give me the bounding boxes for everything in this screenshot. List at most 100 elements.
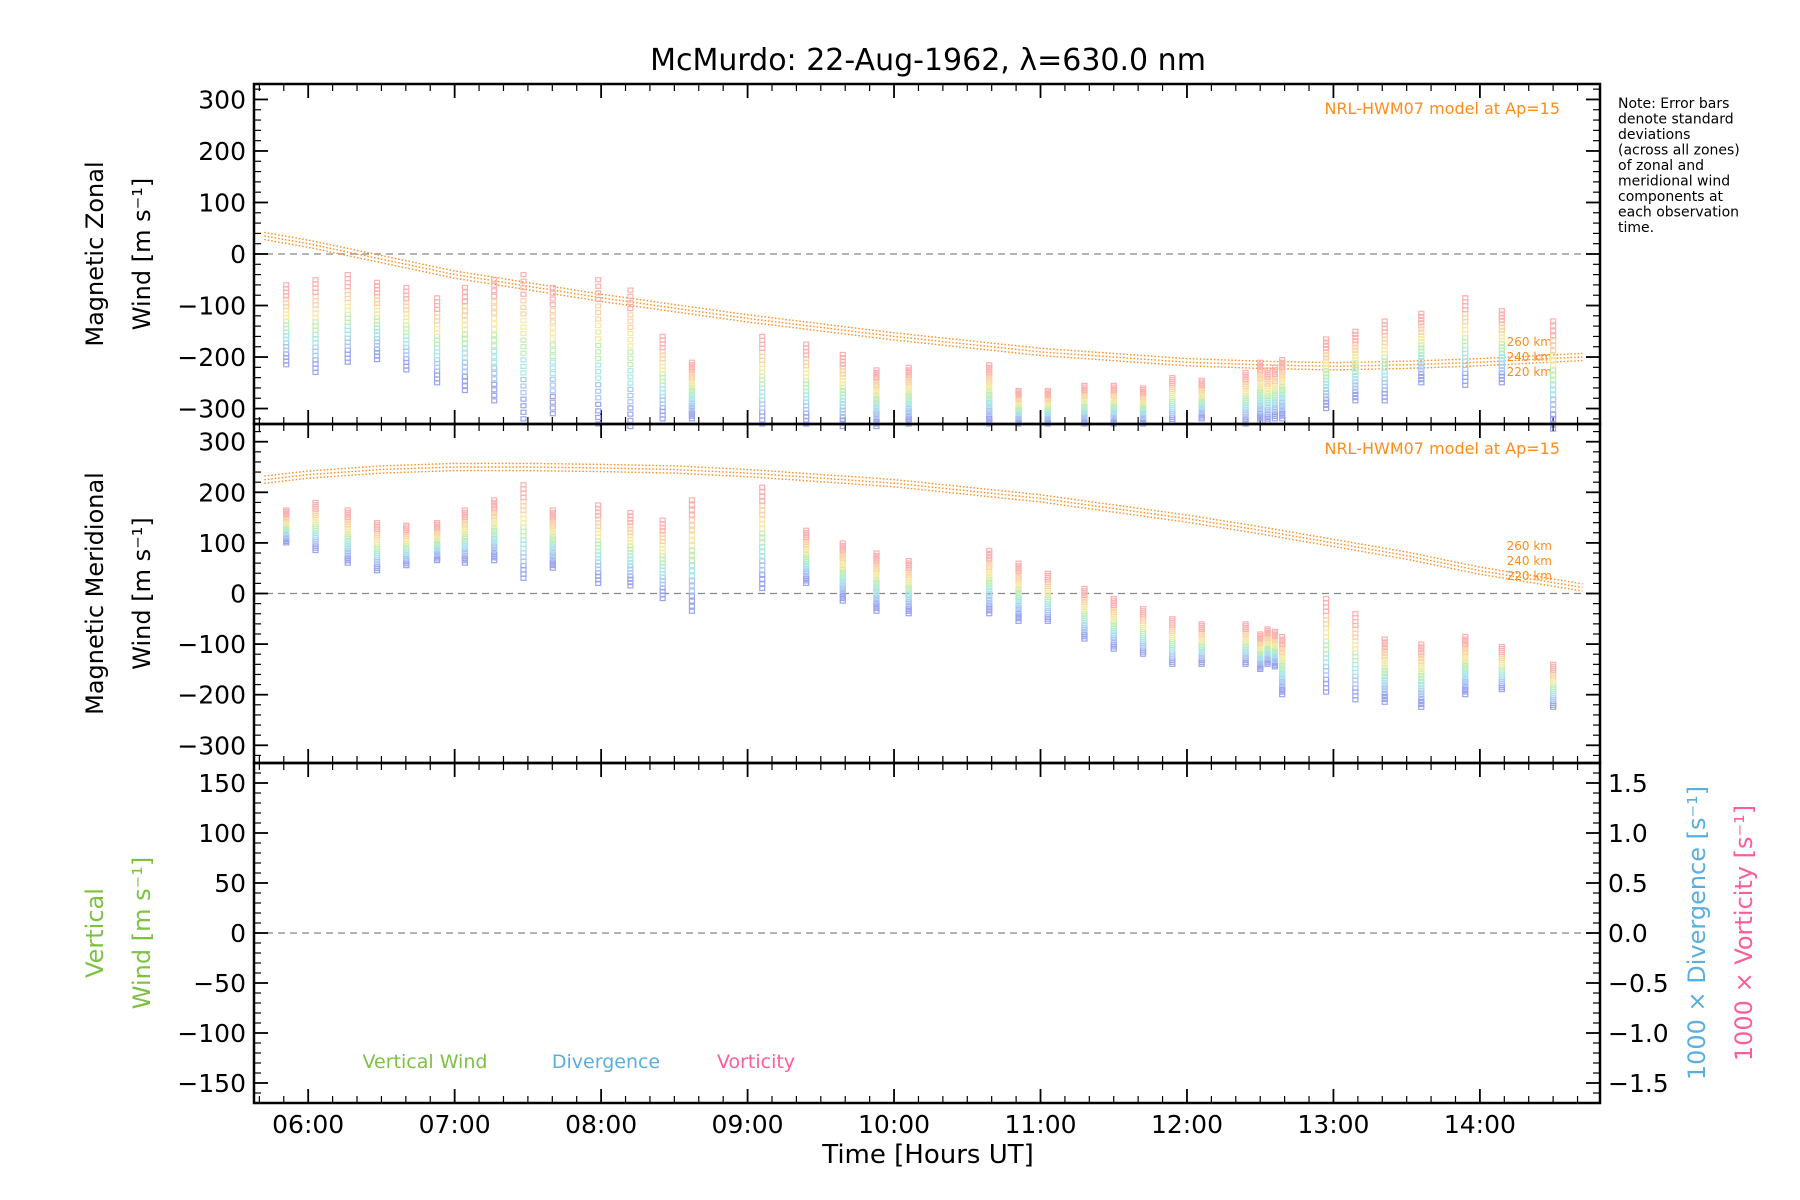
observation-point [1498,347,1505,353]
observation-point [1198,377,1205,383]
observation-point [1462,655,1469,661]
observation-point [1381,668,1388,674]
observation-point [549,507,556,513]
observation-point [1257,373,1264,379]
x-axis-label: Time [Hours UT] [821,1140,1034,1170]
observation-point [873,568,880,575]
observation-point [1498,370,1505,376]
observation-bar [759,333,766,427]
note-line: components at [1618,189,1724,205]
observation-point [986,553,993,559]
observation-point [627,355,634,361]
observation-point [491,522,498,528]
x-tick-label: 14:00 [1444,1110,1516,1139]
observation-point [549,547,556,553]
observation-point [1257,378,1264,384]
observation-point [549,296,556,302]
observation-point [491,549,498,555]
observation-point [1015,581,1022,587]
observation-point [1498,308,1505,314]
observation-bar [491,497,498,564]
observation-point [1498,321,1505,327]
observation-point [986,547,993,554]
observation-point [1381,685,1388,691]
observation-point [520,537,527,543]
observation-point [1462,647,1469,653]
observation-bar [312,277,319,376]
observation-point [1323,342,1330,348]
observation-point [839,397,846,403]
observation-point [461,369,469,375]
observation-point [1015,579,1022,585]
observation-point [520,390,527,396]
observation-point [1257,381,1264,387]
observation-point [1352,341,1359,347]
observation-point [549,510,556,516]
observation-point [1550,352,1557,358]
observation-point [873,598,880,604]
observation-point [627,405,634,411]
observation-point [549,336,556,342]
observation-point [759,549,766,555]
observation-point [1418,339,1425,345]
observation-bar [759,484,766,592]
observation-point [1352,334,1359,341]
observation-point [595,388,602,394]
observation-point [759,512,766,518]
observation-point [549,541,556,547]
observation-point [549,365,556,371]
observation-point [839,378,846,384]
observation-point [627,411,634,417]
observation-point [759,572,766,578]
observation-point [1418,701,1425,708]
observation-bar [1279,357,1286,422]
observation-point [461,507,469,513]
observation-point [986,405,993,411]
observation-point [1279,660,1286,666]
observation-point [1279,410,1286,417]
observation-bar [373,520,381,574]
observation-point [759,553,766,559]
observation-point [520,520,527,526]
observation-point [520,575,527,581]
observation-point [1279,636,1286,642]
observation-point [520,344,527,350]
observation-point [1352,360,1359,366]
observation-point [688,359,696,365]
observation-point [839,381,846,387]
observation-point [688,497,696,503]
observation-point [1352,388,1359,394]
observation-point [1418,358,1425,364]
y-tick-label: 200 [198,137,246,166]
observation-point [1462,668,1469,674]
y-tick-label: 100 [198,529,246,558]
observation-point [1418,354,1425,361]
y-tick-label: −150 [177,1069,246,1098]
observation-point [986,585,993,591]
observation-point [491,332,498,338]
observation-point [986,605,993,611]
observation-point [839,574,846,580]
observation-bar [549,284,556,417]
observation-point [759,503,766,509]
observation-point [595,303,602,309]
observation-point [873,558,880,564]
observation-point [1418,323,1425,329]
observation-point [759,489,766,495]
observation-point [520,370,527,376]
observation-point [1242,621,1249,627]
observation-point [1462,652,1469,658]
observation-bar [549,507,556,571]
observation-point [1169,375,1176,381]
observation-point [312,306,319,312]
observation-point [491,530,498,536]
observation-point [1498,317,1505,324]
y2-tick-label: −0.5 [1608,969,1669,998]
observation-point [1279,359,1286,365]
y-tick-label: 0 [230,580,246,609]
observation-point [1498,357,1505,363]
observation-point [1323,355,1330,361]
observation-point [1257,413,1264,419]
observation-point [312,298,319,304]
observation-point [986,375,993,381]
